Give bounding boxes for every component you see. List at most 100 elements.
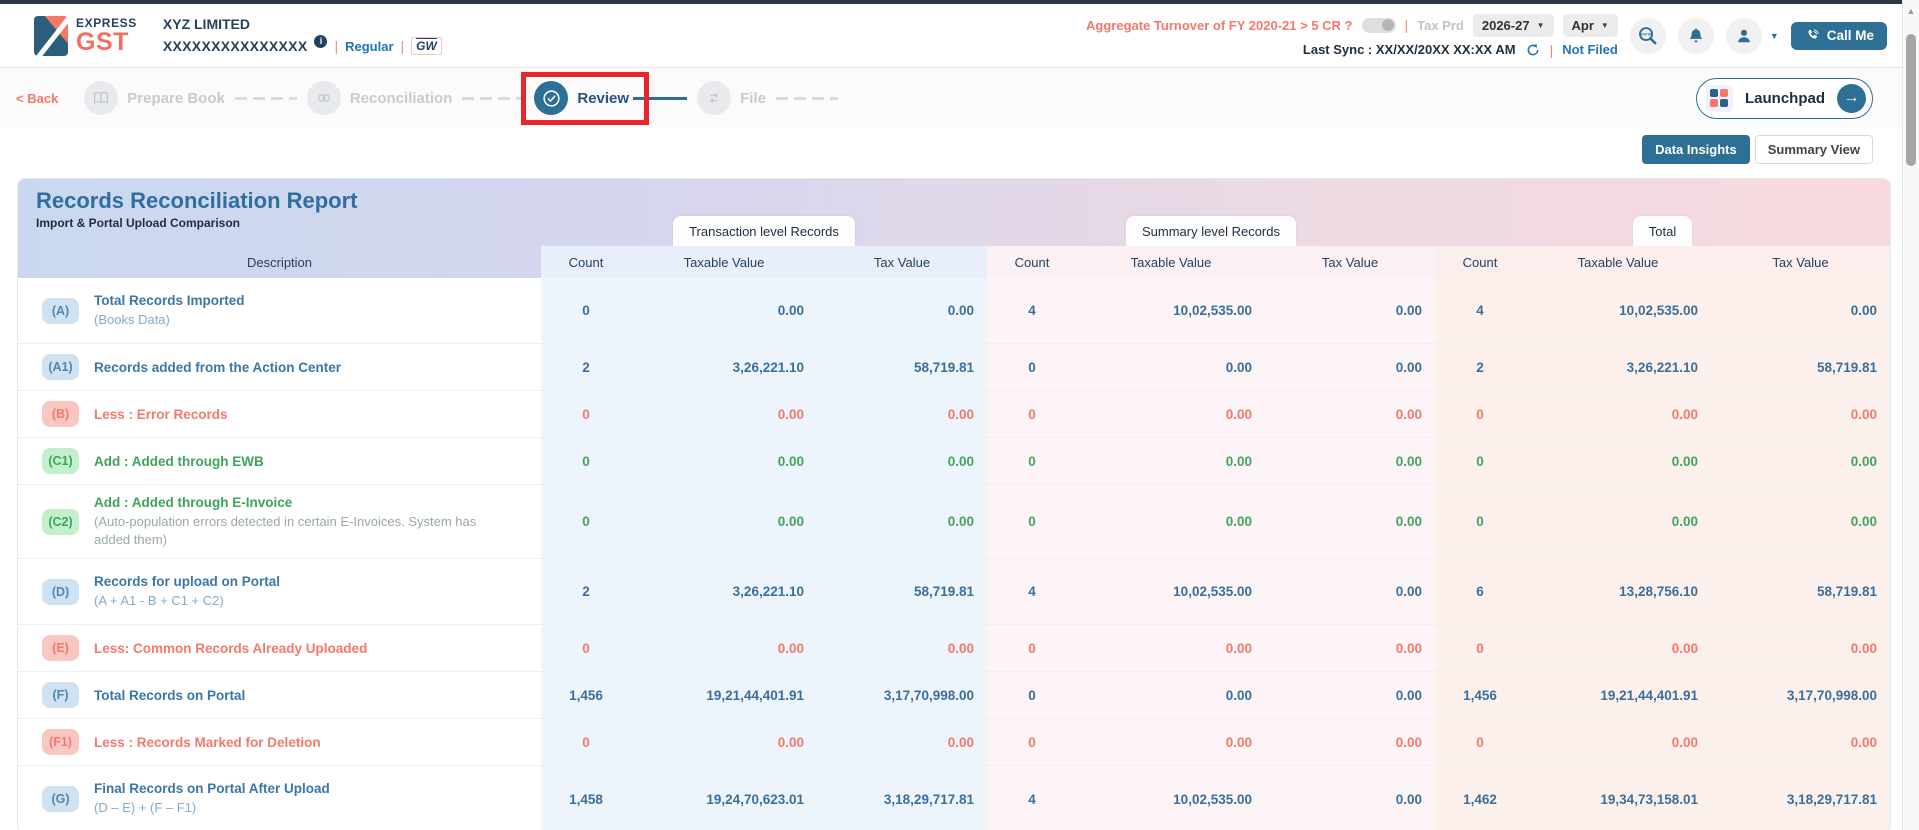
summary-count-value: 0: [987, 485, 1077, 558]
financial-year-value: 2026-27: [1482, 18, 1530, 33]
summary-taxable-value: 0.00: [1077, 344, 1265, 390]
row-code-badge: (C2): [42, 509, 79, 535]
notifications-bell-icon[interactable]: [1678, 18, 1714, 54]
total-taxable-value: 0.00: [1525, 719, 1711, 765]
row-title: Final Records on Portal After Upload: [94, 781, 330, 796]
data-insights-button[interactable]: Data Insights: [1642, 135, 1750, 164]
back-link[interactable]: < Back: [16, 91, 58, 106]
info-icon[interactable]: i: [314, 35, 327, 48]
summary-taxable-value: 10,02,535.00: [1077, 278, 1265, 343]
summary-count-value: 0: [987, 391, 1077, 437]
summary-taxable-value: 10,02,535.00: [1077, 766, 1265, 830]
row-title: Less : Error Records: [94, 407, 228, 422]
table-header-row: Description Count Taxable Value Tax Valu…: [18, 246, 1890, 278]
summary-tax-value: 0.00: [1265, 672, 1435, 718]
file-transfer-icon: [697, 81, 731, 115]
summary-tax-value: 0.00: [1265, 766, 1435, 830]
row-title: Add : Added through EWB: [94, 454, 264, 469]
column-header-tax-value: Tax Value: [1711, 246, 1890, 278]
summary-count-value: 0: [987, 438, 1077, 484]
total-tax-value: 3,17,70,998.00: [1711, 672, 1890, 718]
total-tax-value: 3,18,29,717.81: [1711, 766, 1890, 830]
transaction-count-value: 0: [541, 438, 631, 484]
transaction-tax-value: 58,719.81: [817, 344, 987, 390]
brand-name-bottom: GST: [76, 30, 137, 55]
book-icon: [84, 81, 118, 115]
turnover-toggle[interactable]: [1362, 18, 1396, 33]
summary-count-value: 4: [987, 766, 1077, 830]
gstin-search-icon[interactable]: GSTIN: [1630, 18, 1666, 54]
summary-tax-value: 0.00: [1265, 625, 1435, 671]
row-title: Less: Common Records Already Uploaded: [94, 641, 367, 656]
tax-prd-label: Tax Prd: [1417, 18, 1464, 33]
financial-year-select[interactable]: 2026-27 ▼: [1473, 14, 1554, 37]
transaction-taxable-value: 3,26,221.10: [631, 559, 817, 624]
company-name: XYZ LIMITED: [163, 16, 442, 32]
transaction-count-value: 1,456: [541, 672, 631, 718]
transaction-tax-value: 0.00: [817, 438, 987, 484]
row-code-badge: (D): [42, 579, 79, 605]
scrollbar-thumb[interactable]: [1906, 34, 1916, 166]
app-window: EXPRESS GST XYZ LIMITED XXXXXXXXXXXXXXX …: [0, 0, 1919, 830]
row-description-cell: (E) Less: Common Records Already Uploade…: [18, 625, 541, 671]
row-title: Records added from the Action Center: [94, 360, 341, 375]
row-code-badge: (F1): [42, 729, 79, 755]
profile-caret-icon[interactable]: ▼: [1770, 31, 1779, 41]
row-subtitle: (D – E) + (F – F1): [94, 799, 330, 817]
row-title: Records for upload on Portal: [94, 574, 280, 589]
tab-summary-level-records: Summary level Records: [1126, 216, 1296, 246]
step-connector: [462, 97, 524, 100]
summary-tax-value: 0.00: [1265, 438, 1435, 484]
step-review[interactable]: Review: [534, 81, 629, 115]
company-block: XYZ LIMITED XXXXXXXXXXXXXXX i | Regular …: [163, 16, 442, 55]
step-file[interactable]: File: [697, 81, 766, 115]
refresh-icon[interactable]: [1525, 42, 1541, 58]
month-select[interactable]: Apr ▼: [1563, 14, 1618, 37]
total-tax-value: 0.00: [1711, 278, 1890, 343]
total-taxable-value: 10,02,535.00: [1525, 278, 1711, 343]
step-prepare-book[interactable]: Prepare Book: [84, 81, 225, 115]
table-row: (G) Final Records on Portal After Upload…: [18, 766, 1890, 830]
launchpad-button[interactable]: Launchpad →: [1696, 78, 1873, 119]
brand-logo-icon: [34, 16, 68, 56]
row-description-cell: (B) Less : Error Records: [18, 391, 541, 437]
transaction-count-value: 0: [541, 485, 631, 558]
transaction-count-value: 0: [541, 278, 631, 343]
user-profile-icon[interactable]: [1726, 18, 1762, 54]
summary-tax-value: 0.00: [1265, 278, 1435, 343]
column-header-tax-value: Tax Value: [817, 246, 987, 278]
records-reconciliation-card: Records Reconciliation Report Import & P…: [17, 178, 1891, 830]
scrollbar-up-arrow[interactable]: ▲: [1903, 0, 1919, 16]
step-connector-active: [633, 97, 687, 100]
row-description-cell: (C1) Add : Added through EWB: [18, 438, 541, 484]
row-description-cell: (A1) Records added from the Action Cente…: [18, 344, 541, 390]
transaction-taxable-value: 0.00: [631, 278, 817, 343]
chevron-down-icon: ▼: [1601, 21, 1609, 30]
row-description-cell: (F) Total Records on Portal: [18, 672, 541, 718]
transaction-count-value: 2: [541, 344, 631, 390]
report-rows: (A) Total Records Imported (Books Data) …: [18, 278, 1890, 830]
row-description-cell: (D) Records for upload on Portal (A + A1…: [18, 559, 541, 624]
step-reconciliation[interactable]: Reconciliation: [307, 81, 453, 115]
toggle-knob: [1382, 19, 1394, 31]
table-row: (A1) Records added from the Action Cente…: [18, 344, 1890, 391]
transaction-tax-value: 0.00: [817, 278, 987, 343]
row-code-badge: (A1): [42, 354, 79, 380]
separator: |: [401, 38, 405, 54]
stepper-bar: < Back Prepare Book: [0, 68, 1919, 128]
total-count-value: 0: [1435, 438, 1525, 484]
call-me-button[interactable]: Call Me: [1791, 22, 1887, 50]
summary-count-value: 4: [987, 559, 1077, 624]
row-title: Total Records on Portal: [94, 688, 245, 703]
total-taxable-value: 19,34,73,158.01: [1525, 766, 1711, 830]
summary-view-button[interactable]: Summary View: [1755, 135, 1873, 164]
transaction-tax-value: 58,719.81: [817, 559, 987, 624]
column-header-description: Description: [18, 246, 541, 278]
row-code-badge: (G): [42, 786, 79, 812]
transaction-count-value: 0: [541, 391, 631, 437]
total-count-value: 6: [1435, 559, 1525, 624]
transaction-count-value: 0: [541, 625, 631, 671]
filing-status[interactable]: Not Filed: [1562, 42, 1618, 57]
total-count-value: 1,462: [1435, 766, 1525, 830]
total-taxable-value: 19,21,44,401.91: [1525, 672, 1711, 718]
